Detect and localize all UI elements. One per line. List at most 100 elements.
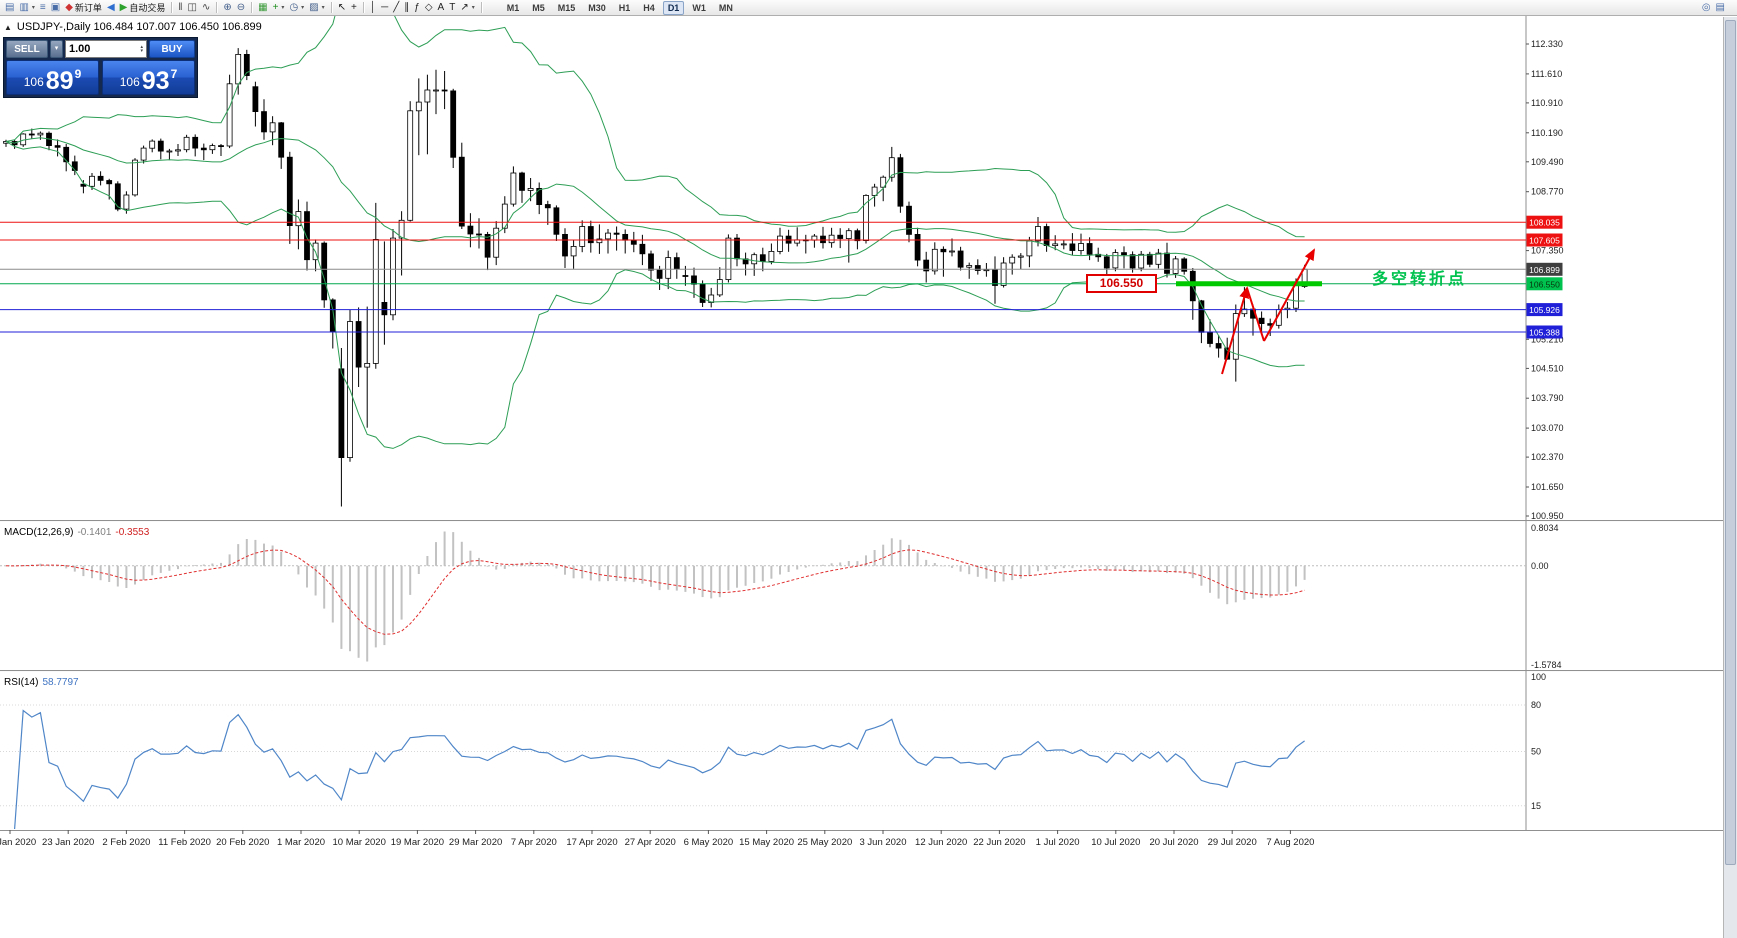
candlestick-mode-icon: ◫ [187, 1, 197, 13]
timeframe-h4-button[interactable]: H4 [643, 2, 655, 13]
time-axis: 14 Jan 2020 23 Jan 2020 2 Feb 2020 11 Feb 2… [0, 830, 1314, 848]
dropdown-arrow-icon: ▾ [281, 5, 285, 11]
scrollbar-thumb[interactable] [1725, 20, 1736, 865]
ask-pips: 93 [141, 67, 170, 95]
timeframe-h1-button[interactable]: H1 [618, 2, 631, 13]
spinner-down-icon[interactable]: ▾ [140, 48, 143, 54]
dropdown-arrow-icon: ▾ [31, 5, 35, 11]
svg-text:80: 80 [1531, 700, 1541, 710]
svg-text:0.00: 0.00 [1531, 561, 1549, 571]
market-watch-button[interactable]: ≡ [38, 1, 48, 15]
toolbar-separator [362, 2, 364, 13]
svg-text:110.190: 110.190 [1531, 128, 1563, 138]
timeframe-m1-button[interactable]: M1 [506, 2, 520, 13]
fibonacci-button[interactable]: ƒ [412, 1, 422, 15]
line-chart-mode-button[interactable]: ∿ [200, 1, 212, 15]
rsi-value: 58.7797 [42, 677, 79, 688]
one-click-collapse-arrow[interactable]: ▲ [4, 22, 12, 32]
volume-value: 1.00 [69, 43, 91, 55]
svg-text:29 Jul 2020: 29 Jul 2020 [1208, 837, 1257, 848]
trend-arrows[interactable] [1221, 248, 1315, 375]
auto-trading-button[interactable]: ▶ 自动交易 [118, 1, 168, 15]
svg-text:105.926: 105.926 [1529, 305, 1560, 315]
horizontal-line-button[interactable]: ─ [379, 1, 390, 15]
indicators-button[interactable]: + ▾ [271, 1, 287, 15]
vertical-scrollbar[interactable] [1723, 17, 1737, 938]
new-order-button[interactable]: ◆ 新订单 [63, 1, 104, 15]
vertical-line-button[interactable]: │ [368, 1, 378, 15]
order-type-dropdown[interactable]: ▾ [50, 40, 63, 58]
zoom-out-button[interactable]: ⊖ [235, 1, 247, 15]
timeframe-mn-button[interactable]: MN [718, 2, 733, 13]
macd-value-signal: -0.3553 [115, 527, 150, 538]
timeframe-w1-button[interactable]: W1 [692, 2, 706, 13]
zoom-in-icon: ⊕ [223, 1, 232, 13]
svg-text:105.388: 105.388 [1529, 328, 1560, 338]
step-forward-icon: ◎ [1701, 1, 1711, 13]
arrows-tool-button[interactable]: ↗ ▾ [458, 1, 476, 15]
profiles-button[interactable]: ▥ ▾ [17, 1, 36, 15]
timeframe-m15-button[interactable]: M15 [557, 2, 576, 13]
profiles-icon: ▥ [19, 1, 29, 13]
cursor-button[interactable]: ↖ [336, 1, 348, 15]
svg-text:108.035: 108.035 [1529, 218, 1560, 228]
market-watch-icon: ≡ [39, 1, 46, 13]
svg-text:7 Apr 2020: 7 Apr 2020 [511, 837, 557, 848]
timeframe-m30-button[interactable]: M30 [588, 2, 606, 13]
rsi-axis: 100 80 50 15 [1531, 672, 1546, 811]
svg-text:3 Jun 2020: 3 Jun 2020 [859, 837, 906, 848]
bollinger-bands [5, 16, 1305, 449]
grid-button[interactable]: ▦ [256, 1, 269, 15]
svg-text:100.950: 100.950 [1531, 511, 1564, 521]
svg-text:112.330: 112.330 [1531, 39, 1563, 49]
buy-button[interactable]: BUY [149, 40, 195, 58]
crosshair-button[interactable]: + [349, 1, 359, 15]
trendline-button[interactable]: ╱ [391, 1, 401, 15]
svg-text:102.370: 102.370 [1531, 452, 1564, 462]
symbol-ohlc-text: USDJPY-,Daily 106.484 107.007 106.450 10… [16, 21, 262, 33]
text-button[interactable]: A [436, 1, 447, 15]
docking-button[interactable]: ▤ [1714, 1, 1727, 15]
templates-button[interactable]: ▨ ▾ [307, 1, 326, 15]
svg-text:-1.5784: -1.5784 [1531, 660, 1562, 670]
volume-input[interactable]: 1.00 ▴ ▾ [65, 40, 147, 58]
navigator-button[interactable]: ▣ [49, 1, 62, 15]
svg-text:100: 100 [1531, 672, 1546, 682]
dropdown-arrow-icon: ▾ [471, 5, 475, 11]
svg-text:109.490: 109.490 [1531, 157, 1564, 167]
ask-whole: 106 [119, 75, 140, 89]
chart-info-line: ▲ USDJPY-,Daily 106.484 107.007 106.450 … [4, 21, 262, 33]
alerts-button[interactable]: ◀ [105, 1, 117, 15]
svg-text:25 May 2020: 25 May 2020 [797, 837, 852, 848]
rsi-title: RSI(14) [4, 677, 39, 688]
svg-text:6 May 2020: 6 May 2020 [684, 837, 734, 848]
price-level-callout[interactable]: 106.550 [1086, 274, 1157, 293]
sell-price-button[interactable]: 106 89 9 [6, 60, 99, 95]
timeframe-m5-button[interactable]: M5 [532, 2, 545, 13]
step-forward-button[interactable]: ◎ [1700, 1, 1713, 15]
shapes-button[interactable]: ◇ [423, 1, 435, 15]
ask-point: 7 [170, 67, 178, 81]
bar-chart-mode-button[interactable]: ‖ [176, 1, 184, 15]
sell-button[interactable]: SELL [6, 40, 48, 58]
buy-price-button[interactable]: 106 93 7 [102, 60, 195, 95]
macd-value-main: -0.1401 [77, 527, 112, 538]
candlestick-mode-button[interactable]: ◫ [186, 1, 199, 15]
svg-text:17 Apr 2020: 17 Apr 2020 [566, 837, 617, 848]
text-label-button[interactable]: T [447, 1, 457, 15]
svg-text:1 Jul 2020: 1 Jul 2020 [1036, 837, 1080, 848]
docking-icon: ▤ [1715, 1, 1725, 13]
macd-axis: 0.8034 0.00 -1.5784 [1531, 523, 1562, 670]
volume-spinner[interactable]: ▴ ▾ [140, 45, 143, 54]
zoom-in-button[interactable]: ⊕ [221, 1, 233, 15]
new-chart-button[interactable]: ▤ [3, 1, 16, 15]
periods-button[interactable]: ◷ ▾ [287, 1, 306, 15]
svg-text:110.910: 110.910 [1531, 98, 1563, 108]
navigator-icon: ▣ [50, 1, 61, 13]
horizontal-line-objects[interactable] [0, 221, 1526, 333]
zoom-out-icon: ⊖ [236, 1, 246, 13]
timeframe-d1-button[interactable]: D1 [662, 0, 685, 15]
auto-trading-label: 自动交易 [129, 3, 166, 13]
channel-button[interactable]: ∥ [402, 1, 411, 15]
